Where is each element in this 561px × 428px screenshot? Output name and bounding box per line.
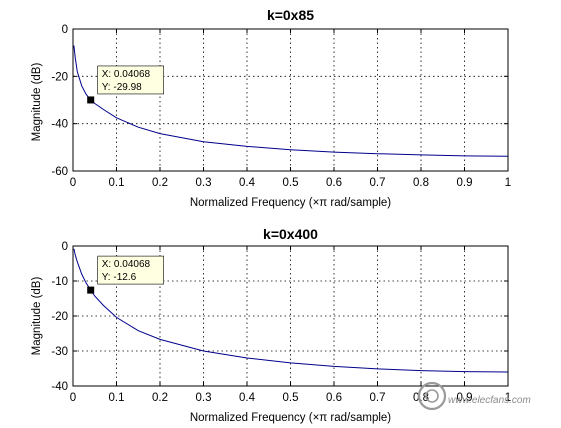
y-tick-label: 0 bbox=[62, 24, 68, 36]
y-tick-label: -40 bbox=[51, 381, 68, 393]
datatip-box bbox=[97, 65, 164, 95]
watermark-logo-inner-icon bbox=[425, 389, 439, 403]
datatip-marker[interactable] bbox=[87, 96, 95, 104]
x-tick-label: 0.1 bbox=[109, 392, 125, 404]
chart-title: k=0x85 bbox=[267, 7, 314, 23]
series bbox=[73, 248, 509, 373]
y-tick-label: -10 bbox=[51, 276, 68, 288]
x-axis-ticks: 0 0.1 0.2 0.3 0.4 0.5 0.6 0.7 0.8 0.9 1 bbox=[70, 246, 511, 404]
datatip-y-value: Y: -12.6 bbox=[102, 272, 137, 283]
x-tick-label: 0.9 bbox=[457, 177, 473, 189]
subplot-bottom: k=0x400 0 0.1 0.2 0.3 0.4 0.5 0.6 0.7 0.8 0.9 1 0-… bbox=[31, 226, 511, 424]
y-axis-label: Magnitude (dB) bbox=[31, 277, 43, 356]
y-tick-label: -20 bbox=[51, 71, 68, 83]
series-line bbox=[73, 45, 509, 157]
y-tick-label: -60 bbox=[51, 166, 68, 178]
x-tick-label: 0.8 bbox=[413, 392, 429, 404]
subplot-top: k=0x85 0 0.1 0.2 0.3 0.4 0.5 0.6 0.7 0.8 0.9 1 0 -2… bbox=[31, 7, 511, 209]
x-tick-label: 0.3 bbox=[196, 177, 212, 189]
x-tick-label: 0.4 bbox=[239, 392, 256, 404]
datatip[interactable]: X: 0.04068 Y: -12.6 bbox=[87, 255, 164, 294]
x-tick-label: 0.6 bbox=[326, 392, 342, 404]
x-axis-label: Normalized Frequency (×π rad/sample) bbox=[190, 197, 391, 209]
x-tick-label: 0 bbox=[70, 177, 76, 189]
datatip-box bbox=[97, 255, 164, 285]
x-tick-label: 0.9 bbox=[457, 392, 473, 404]
x-axis-label: Normalized Frequency (×π rad/sample) bbox=[190, 412, 391, 424]
watermark: www.elecfans.com bbox=[417, 381, 531, 411]
x-tick-label: 0.7 bbox=[370, 177, 386, 189]
y-tick-label: -20 bbox=[51, 311, 68, 323]
datatip-x-value: X: 0.04068 bbox=[102, 259, 151, 270]
axes-frame bbox=[72, 28, 509, 172]
x-tick-label: 0.2 bbox=[152, 177, 168, 189]
series-line bbox=[73, 248, 509, 373]
chart-title: k=0x400 bbox=[263, 226, 318, 242]
x-tick-label: 0.8 bbox=[413, 177, 429, 189]
datatip-x-value: X: 0.04068 bbox=[102, 69, 151, 80]
series bbox=[73, 45, 509, 157]
x-tick-label: 0 bbox=[70, 392, 76, 404]
axes-frame bbox=[72, 245, 509, 387]
y-tick-label: 0 bbox=[62, 241, 68, 253]
x-axis-ticks: 0 0.1 0.2 0.3 0.4 0.5 0.6 0.7 0.8 0.9 1 bbox=[70, 29, 511, 189]
x-tick-label: 0.1 bbox=[109, 177, 125, 189]
datatip-y-value: Y: -29.98 bbox=[102, 82, 142, 93]
watermark-text: www.elecfans.com bbox=[448, 395, 531, 406]
watermark-logo-icon bbox=[417, 381, 447, 411]
x-tick-label: 1 bbox=[505, 392, 511, 404]
y-tick-label: -40 bbox=[51, 119, 68, 131]
datatip-marker[interactable] bbox=[87, 286, 95, 294]
x-tick-label: 0.5 bbox=[283, 177, 299, 189]
x-tick-label: 0.2 bbox=[152, 392, 168, 404]
datatip[interactable]: X: 0.04068 Y: -29.98 bbox=[87, 65, 164, 104]
x-tick-label: 0.7 bbox=[370, 392, 386, 404]
x-tick-label: 1 bbox=[505, 177, 511, 189]
x-tick-label: 0.5 bbox=[283, 392, 299, 404]
x-tick-label: 0.6 bbox=[326, 177, 342, 189]
y-tick-label: -30 bbox=[51, 346, 68, 358]
x-tick-label: 0.4 bbox=[239, 177, 256, 189]
y-axis-label: Magnitude (dB) bbox=[31, 63, 43, 142]
x-tick-label: 0.3 bbox=[196, 392, 212, 404]
